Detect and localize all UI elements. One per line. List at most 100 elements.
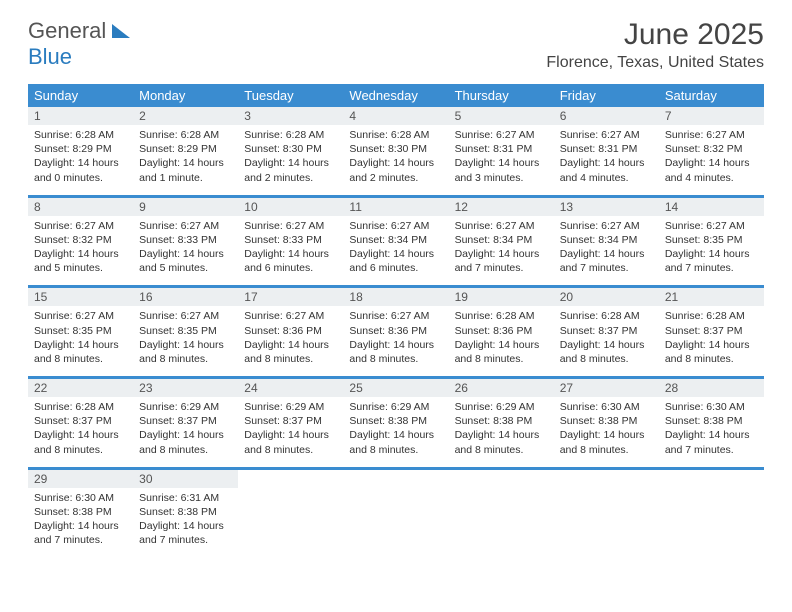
sunset-text: Sunset: 8:31 PM — [560, 142, 653, 156]
day-number — [659, 470, 764, 488]
daylight-line2: and 4 minutes. — [665, 171, 758, 185]
daylight-line2: and 7 minutes. — [455, 261, 548, 275]
header: General Blue June 2025 Florence, Texas, … — [0, 0, 792, 76]
day-cell: Sunrise: 6:29 AMSunset: 8:38 PMDaylight:… — [449, 397, 554, 467]
sunrise-text: Sunrise: 6:28 AM — [139, 128, 232, 142]
day-number — [554, 470, 659, 488]
daylight-line2: and 8 minutes. — [560, 352, 653, 366]
day-cell: Sunrise: 6:28 AMSunset: 8:30 PMDaylight:… — [343, 125, 448, 195]
day-number: 2 — [133, 107, 238, 125]
day-cell: Sunrise: 6:27 AMSunset: 8:35 PMDaylight:… — [28, 306, 133, 376]
daylight-line2: and 7 minutes. — [34, 533, 127, 547]
sunrise-text: Sunrise: 6:31 AM — [139, 491, 232, 505]
day-content-row: Sunrise: 6:27 AMSunset: 8:32 PMDaylight:… — [28, 216, 764, 286]
day-content-row: Sunrise: 6:28 AMSunset: 8:37 PMDaylight:… — [28, 397, 764, 467]
day-number: 21 — [659, 288, 764, 306]
sunrise-text: Sunrise: 6:30 AM — [34, 491, 127, 505]
day-number — [449, 470, 554, 488]
day-cell — [659, 488, 764, 558]
daylight-line1: Daylight: 14 hours — [34, 247, 127, 261]
day-cell: Sunrise: 6:28 AMSunset: 8:30 PMDaylight:… — [238, 125, 343, 195]
brand-word1: General — [28, 18, 106, 44]
day-number: 12 — [449, 198, 554, 216]
calendar-grid: Sunday Monday Tuesday Wednesday Thursday… — [28, 84, 764, 557]
sunset-text: Sunset: 8:29 PM — [34, 142, 127, 156]
sunset-text: Sunset: 8:36 PM — [244, 324, 337, 338]
day-number: 14 — [659, 198, 764, 216]
day-number: 3 — [238, 107, 343, 125]
daylight-line2: and 8 minutes. — [139, 352, 232, 366]
day-number-row: 22232425262728 — [28, 379, 764, 397]
sunrise-text: Sunrise: 6:27 AM — [665, 128, 758, 142]
daylight-line1: Daylight: 14 hours — [560, 428, 653, 442]
daylight-line2: and 7 minutes. — [665, 443, 758, 457]
sunrise-text: Sunrise: 6:27 AM — [560, 128, 653, 142]
location-label: Florence, Texas, United States — [546, 54, 764, 72]
day-number-row: 2930 — [28, 470, 764, 488]
day-number: 10 — [238, 198, 343, 216]
daylight-line2: and 8 minutes. — [455, 443, 548, 457]
daylight-line1: Daylight: 14 hours — [455, 338, 548, 352]
day-number: 8 — [28, 198, 133, 216]
weekday-header: Wednesday — [343, 84, 448, 107]
daylight-line1: Daylight: 14 hours — [455, 156, 548, 170]
day-cell: Sunrise: 6:27 AMSunset: 8:32 PMDaylight:… — [659, 125, 764, 195]
day-cell — [449, 488, 554, 558]
sunset-text: Sunset: 8:34 PM — [560, 233, 653, 247]
daylight-line2: and 5 minutes. — [139, 261, 232, 275]
daylight-line1: Daylight: 14 hours — [139, 338, 232, 352]
daylight-line2: and 2 minutes. — [244, 171, 337, 185]
sunrise-text: Sunrise: 6:28 AM — [665, 309, 758, 323]
day-number: 19 — [449, 288, 554, 306]
day-cell: Sunrise: 6:31 AMSunset: 8:38 PMDaylight:… — [133, 488, 238, 558]
daylight-line1: Daylight: 14 hours — [244, 247, 337, 261]
sunset-text: Sunset: 8:37 PM — [560, 324, 653, 338]
day-number: 1 — [28, 107, 133, 125]
sunrise-text: Sunrise: 6:28 AM — [455, 309, 548, 323]
sunset-text: Sunset: 8:38 PM — [139, 505, 232, 519]
day-cell — [343, 488, 448, 558]
daylight-line1: Daylight: 14 hours — [665, 247, 758, 261]
day-number: 28 — [659, 379, 764, 397]
sunset-text: Sunset: 8:33 PM — [244, 233, 337, 247]
daylight-line1: Daylight: 14 hours — [34, 519, 127, 533]
sunrise-text: Sunrise: 6:27 AM — [665, 219, 758, 233]
weekday-header: Thursday — [449, 84, 554, 107]
daylight-line1: Daylight: 14 hours — [34, 156, 127, 170]
day-number: 9 — [133, 198, 238, 216]
day-cell: Sunrise: 6:27 AMSunset: 8:35 PMDaylight:… — [133, 306, 238, 376]
sunset-text: Sunset: 8:38 PM — [349, 414, 442, 428]
daylight-line1: Daylight: 14 hours — [34, 338, 127, 352]
day-number — [343, 470, 448, 488]
daylight-line1: Daylight: 14 hours — [349, 428, 442, 442]
sunrise-text: Sunrise: 6:27 AM — [349, 309, 442, 323]
daylight-line1: Daylight: 14 hours — [665, 338, 758, 352]
daylight-line2: and 8 minutes. — [349, 443, 442, 457]
day-number: 13 — [554, 198, 659, 216]
day-cell: Sunrise: 6:27 AMSunset: 8:33 PMDaylight:… — [133, 216, 238, 286]
sunset-text: Sunset: 8:36 PM — [455, 324, 548, 338]
sunset-text: Sunset: 8:30 PM — [244, 142, 337, 156]
daylight-line2: and 4 minutes. — [560, 171, 653, 185]
sunrise-text: Sunrise: 6:27 AM — [455, 128, 548, 142]
daylight-line1: Daylight: 14 hours — [244, 338, 337, 352]
daylight-line1: Daylight: 14 hours — [139, 247, 232, 261]
day-number: 15 — [28, 288, 133, 306]
day-cell: Sunrise: 6:27 AMSunset: 8:35 PMDaylight:… — [659, 216, 764, 286]
daylight-line2: and 6 minutes. — [349, 261, 442, 275]
daylight-line1: Daylight: 14 hours — [244, 428, 337, 442]
day-cell: Sunrise: 6:28 AMSunset: 8:37 PMDaylight:… — [554, 306, 659, 376]
daylight-line2: and 8 minutes. — [244, 352, 337, 366]
daylight-line1: Daylight: 14 hours — [244, 156, 337, 170]
day-number: 18 — [343, 288, 448, 306]
daylight-line2: and 3 minutes. — [455, 171, 548, 185]
day-cell: Sunrise: 6:28 AMSunset: 8:36 PMDaylight:… — [449, 306, 554, 376]
sunrise-text: Sunrise: 6:27 AM — [34, 309, 127, 323]
day-number: 24 — [238, 379, 343, 397]
daylight-line1: Daylight: 14 hours — [560, 247, 653, 261]
daylight-line2: and 8 minutes. — [34, 443, 127, 457]
daylight-line2: and 7 minutes. — [139, 533, 232, 547]
sail-icon — [112, 24, 130, 38]
day-number: 23 — [133, 379, 238, 397]
day-number: 27 — [554, 379, 659, 397]
